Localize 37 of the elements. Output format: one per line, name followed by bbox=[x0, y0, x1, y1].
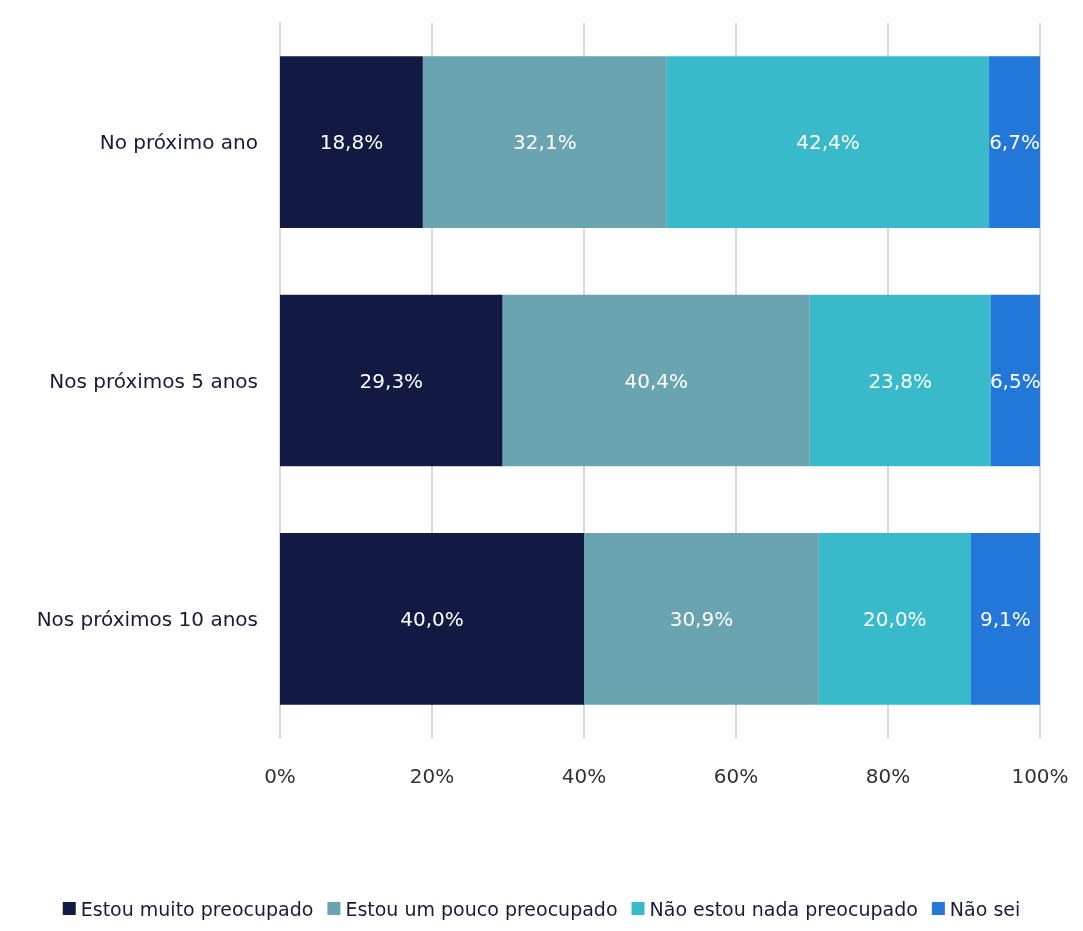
bar bbox=[584, 533, 819, 705]
x-tick-label: 40% bbox=[561, 764, 607, 788]
y-tick-label: No próximo ano bbox=[99, 130, 258, 155]
x-tick-label: 100% bbox=[1011, 764, 1069, 788]
bar bbox=[280, 294, 503, 467]
bar bbox=[422, 56, 667, 228]
bar bbox=[970, 533, 1040, 705]
bar bbox=[280, 56, 423, 228]
data-label: 6,5% bbox=[989, 368, 1041, 393]
x-tick-label: 0% bbox=[264, 764, 296, 788]
bar bbox=[809, 294, 991, 467]
bar bbox=[280, 533, 584, 705]
x-tick-label: 20% bbox=[409, 764, 455, 788]
bar bbox=[666, 56, 990, 228]
data-label: 29,3% bbox=[359, 368, 424, 393]
x-tick-label: 60% bbox=[713, 764, 759, 788]
data-label: 20,0% bbox=[863, 606, 927, 631]
data-label: 40,4% bbox=[624, 368, 688, 393]
data-label: 40,0% bbox=[400, 606, 464, 631]
bar bbox=[989, 56, 1040, 228]
data-label: 6,7% bbox=[989, 130, 1040, 155]
legend-label: Não estou nada preocupado bbox=[649, 897, 918, 920]
y-tick-label: Nos próximos 5 anos bbox=[49, 368, 258, 393]
data-label: 23,8% bbox=[868, 368, 932, 393]
data-label: 30,9% bbox=[669, 606, 734, 631]
y-tick-label: Nos próximos 10 anos bbox=[36, 606, 258, 631]
bar bbox=[502, 294, 810, 467]
legend-label: Estou muito preocupado bbox=[80, 897, 314, 920]
data-label: 32,1% bbox=[513, 130, 577, 155]
data-label: 42,4% bbox=[796, 130, 860, 155]
x-tick-label: 80% bbox=[865, 764, 911, 788]
bar bbox=[818, 533, 971, 705]
data-label: 18,8% bbox=[319, 130, 384, 155]
data-label: 9,1% bbox=[980, 606, 1031, 631]
bar bbox=[990, 294, 1040, 467]
legend-label: Estou um pouco preocupado bbox=[345, 897, 618, 920]
legend-label: Não sei bbox=[949, 897, 1021, 920]
